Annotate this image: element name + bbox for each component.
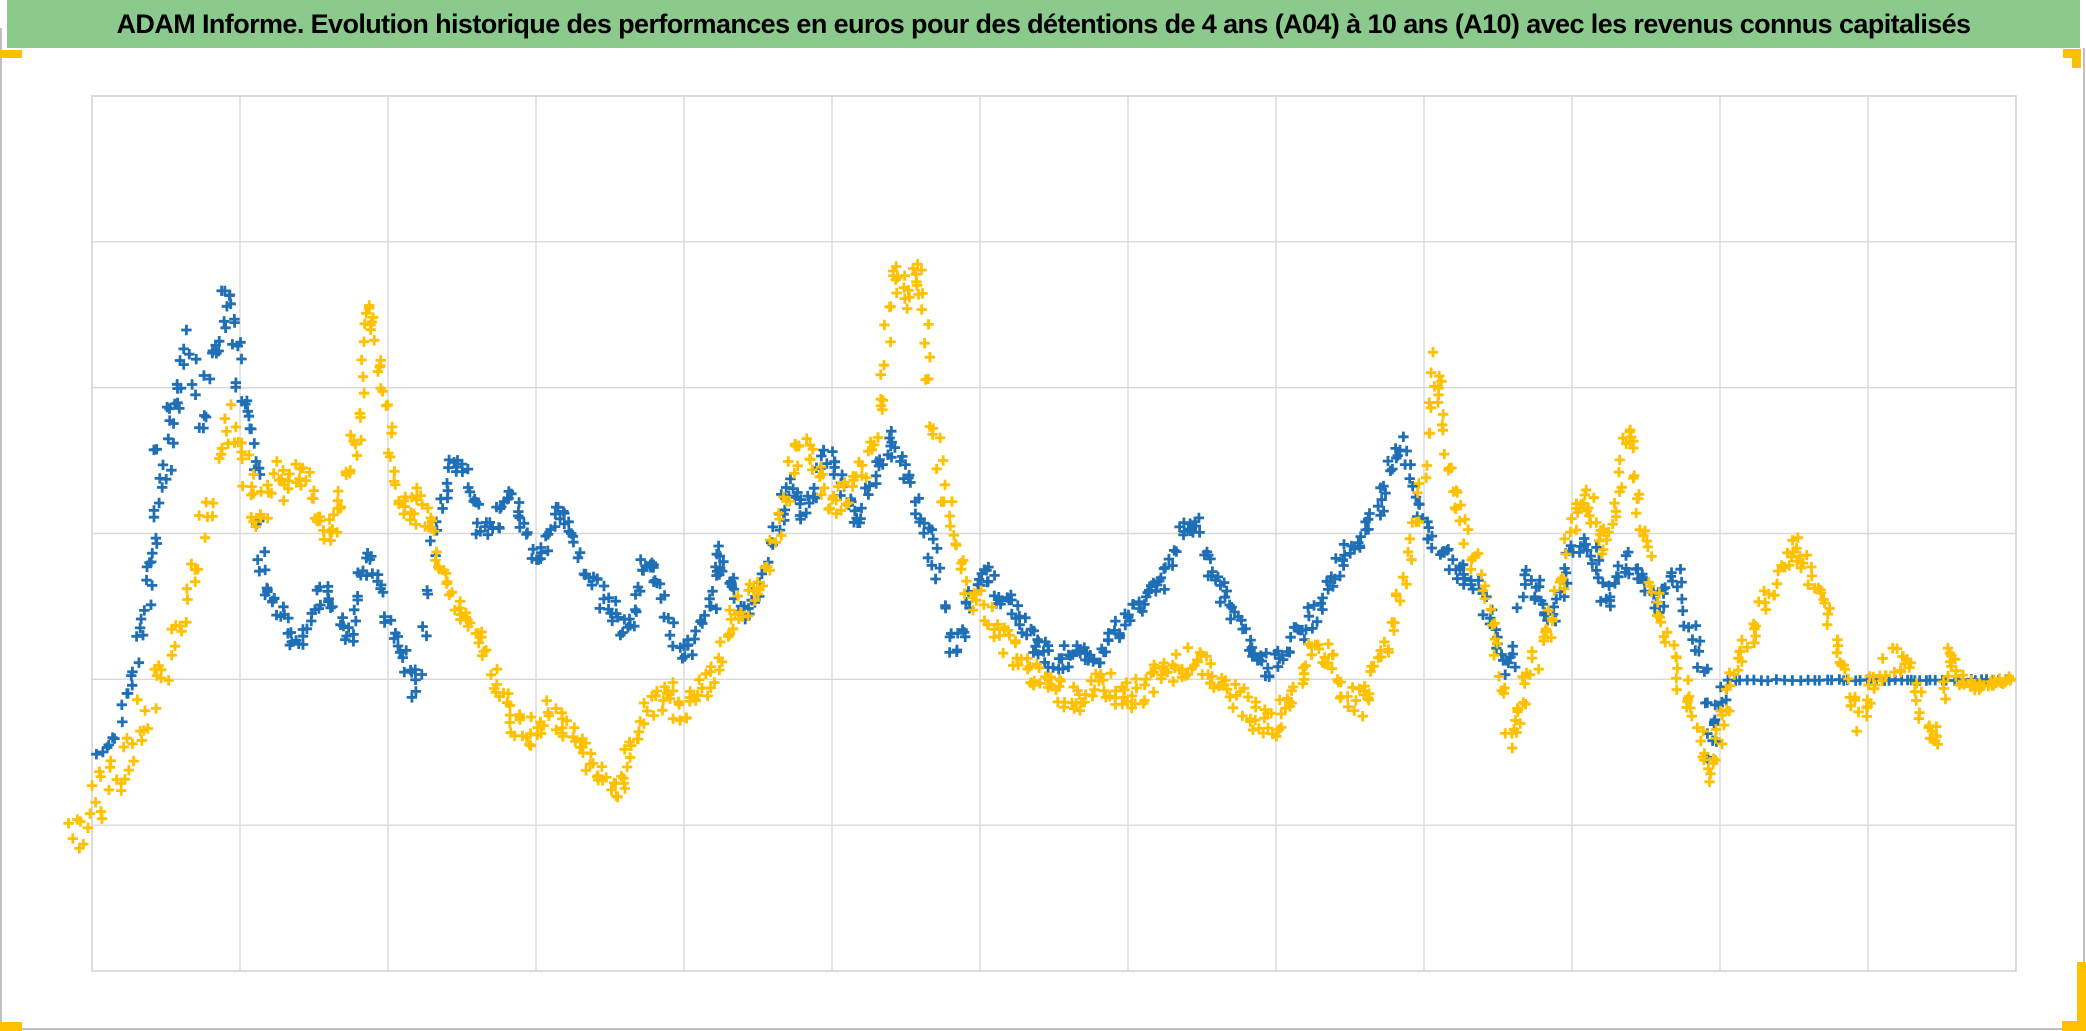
gold-accent-bottom-right-h xyxy=(2062,1021,2086,1031)
plot-border xyxy=(91,95,2017,972)
gold-accent-top-right-v xyxy=(2072,49,2081,68)
window-border-bottom xyxy=(0,1028,2086,1030)
gold-accent-bottom-left xyxy=(0,1022,22,1031)
series-yellow-markers xyxy=(63,259,2016,854)
series-blue-markers xyxy=(91,285,2012,764)
chart-title: ADAM Informe. Evolution historique des p… xyxy=(116,8,1972,39)
gold-accent-top-left xyxy=(0,50,22,58)
chart-title-bar: ADAM Informe. Evolution historique des p… xyxy=(7,0,2080,48)
window-border-right xyxy=(2083,48,2085,1031)
window-border-left xyxy=(0,28,2,1031)
plot-gridlines xyxy=(92,96,2016,971)
gold-accent-bottom-right-v xyxy=(2077,962,2086,1031)
